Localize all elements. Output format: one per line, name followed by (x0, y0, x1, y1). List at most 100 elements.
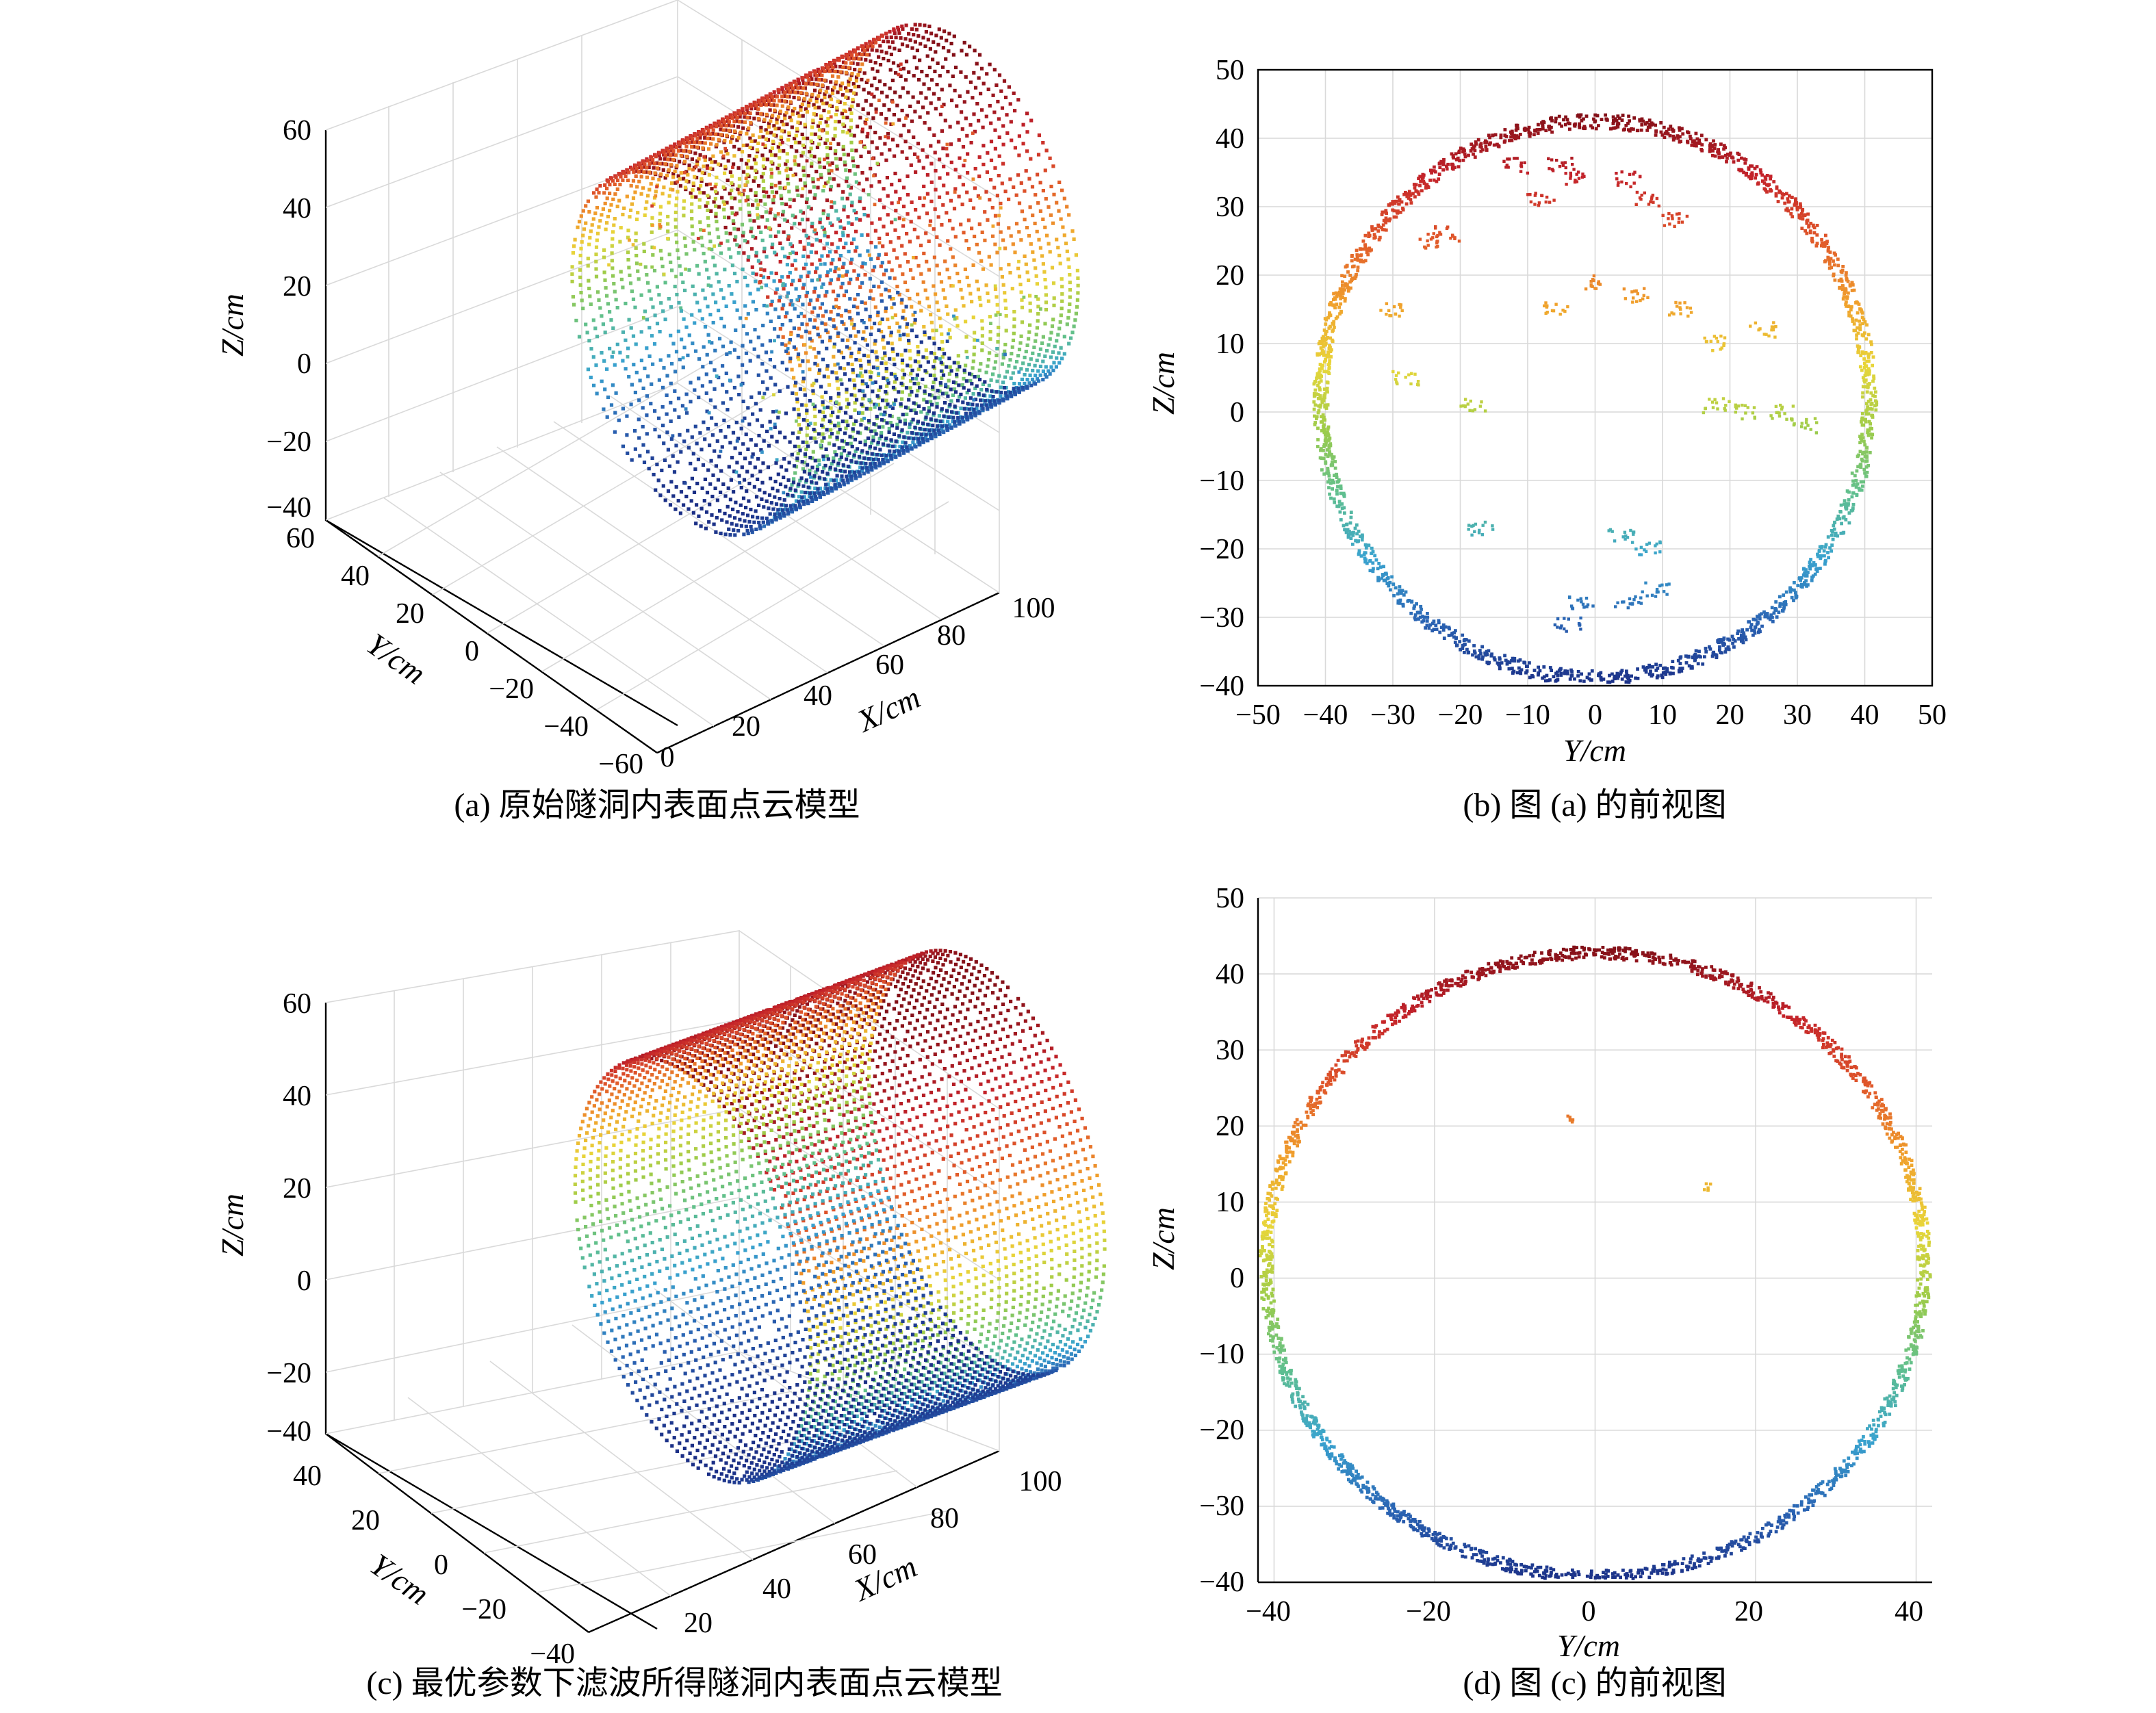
noise-point (890, 315, 895, 320)
cloud-point (848, 470, 852, 474)
cloud-point (727, 123, 731, 127)
cloud-point (882, 419, 886, 423)
cloud-point (835, 437, 839, 441)
cloud-point (1021, 142, 1025, 146)
cloud-point (980, 334, 984, 338)
cloud-point (732, 120, 736, 124)
cloud-point (743, 1105, 747, 1109)
cloud-point (587, 286, 591, 291)
cloud-point (653, 409, 657, 413)
cloud-point (825, 153, 830, 157)
cloud-point (804, 454, 808, 458)
cloud-point (812, 491, 817, 495)
cloud-point (775, 489, 780, 493)
cloud-point (799, 427, 803, 431)
cloud-point (756, 355, 760, 359)
cloud-point (851, 427, 855, 431)
cloud-point (906, 193, 910, 197)
cloud-point (579, 1126, 583, 1131)
cloud-point (624, 1343, 629, 1348)
cloud-point (780, 246, 784, 250)
cloud-point (861, 337, 865, 341)
cloud-point (675, 240, 679, 244)
cloud-point (741, 399, 745, 404)
cloud-point (678, 159, 682, 164)
cloud-point (817, 1276, 821, 1280)
cloud-point (824, 90, 828, 94)
cloud-point (1034, 274, 1038, 278)
cloud-point (945, 365, 949, 369)
cloud-point (812, 155, 817, 159)
cloud-point (940, 347, 945, 352)
cloud-point (720, 196, 724, 200)
cloud-point (582, 1265, 587, 1270)
cloud-point (865, 53, 869, 57)
cloud-point (969, 140, 973, 145)
cloud-point (943, 118, 947, 123)
cloud-point (791, 90, 795, 94)
cloud-point (845, 345, 849, 349)
cloud-point (981, 125, 985, 129)
cloud-point (809, 1216, 813, 1220)
cloud-point (606, 1319, 611, 1324)
cloud-point (973, 338, 977, 342)
panel-a-x-tick-100: 100 (1012, 593, 1055, 624)
cloud-point (710, 433, 715, 437)
cloud-point (778, 110, 782, 114)
cloud-point (850, 435, 854, 439)
cloud-point (747, 1466, 752, 1470)
cloud-point (806, 81, 810, 86)
cloud-point (763, 1151, 767, 1155)
cloud-point (615, 178, 620, 183)
cloud-point (823, 1322, 827, 1326)
cloud-point (1062, 196, 1066, 201)
cloud-point (693, 248, 697, 252)
cloud-point (595, 290, 600, 294)
cloud-point (719, 133, 723, 137)
cloud-point (643, 1055, 647, 1059)
cloud-point (637, 436, 641, 440)
cloud-point (810, 491, 814, 495)
cloud-point (710, 160, 714, 164)
noise-point (857, 374, 861, 378)
cloud-point (770, 98, 774, 102)
noise-point (879, 412, 883, 416)
cloud-point (836, 277, 840, 281)
noise-point (793, 159, 797, 163)
cloud-point (722, 1467, 726, 1471)
noise-point (740, 193, 743, 196)
cloud-point (1003, 95, 1008, 99)
cloud-point (758, 488, 762, 492)
cloud-point (990, 389, 994, 393)
cloud-point (698, 136, 702, 140)
cloud-point (901, 450, 906, 454)
cloud-point (851, 82, 856, 86)
cloud-point (1052, 192, 1056, 196)
cloud-point (670, 1444, 674, 1448)
cloud-point (719, 1070, 723, 1074)
cloud-point (653, 313, 657, 318)
cloud-point (1060, 299, 1064, 303)
cloud-point (794, 381, 798, 385)
cloud-point (810, 498, 814, 502)
cloud-point (871, 44, 875, 49)
cloud-point (598, 1107, 602, 1111)
cloud-point (818, 239, 822, 243)
cloud-point (811, 177, 815, 181)
cloud-point (737, 177, 742, 181)
noise-point (795, 298, 799, 302)
cloud-point (943, 259, 947, 263)
cloud-point (1016, 173, 1021, 177)
cloud-point (714, 190, 718, 194)
cloud-point (910, 329, 914, 333)
cloud-point (646, 194, 650, 198)
cloud-point (849, 277, 853, 281)
cloud-point (971, 359, 975, 363)
cloud-point (743, 275, 747, 279)
cloud-point (796, 193, 800, 197)
cloud-point (914, 66, 919, 70)
cloud-point (594, 267, 598, 271)
cloud-point (842, 207, 846, 211)
cloud-point (693, 151, 697, 155)
cloud-point (822, 246, 826, 250)
